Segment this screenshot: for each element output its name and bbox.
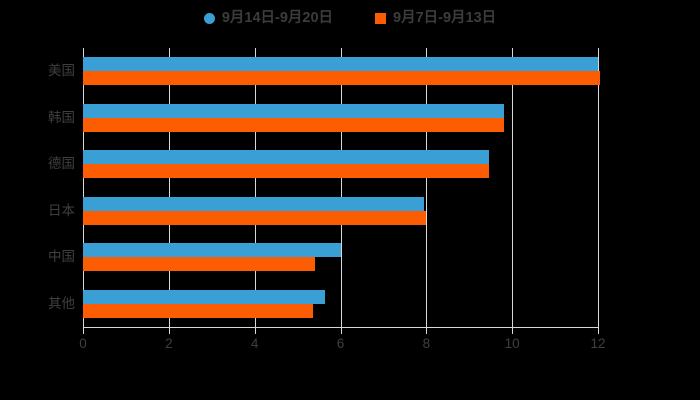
- x-axis-line: [83, 327, 599, 328]
- plot-area: [83, 48, 601, 327]
- x-axis-tick-label: 10: [504, 336, 520, 351]
- x-axis-tick-mark: [83, 328, 84, 334]
- x-axis-tick-label: 2: [165, 336, 173, 351]
- y-axis-label: 中国: [48, 249, 75, 265]
- legend-item-series-1[interactable]: 9月14日-9月20日: [203, 9, 334, 26]
- x-axis-tick-label: 8: [422, 336, 431, 351]
- gridline: [426, 48, 428, 327]
- gridline: [598, 48, 599, 327]
- gridline: [512, 48, 514, 327]
- bar[interactable]: [83, 103, 504, 118]
- x-axis-tick-mark: [168, 328, 170, 334]
- x-axis-tick-mark: [426, 328, 428, 334]
- x-axis-tick-mark: [598, 328, 599, 334]
- legend-circle-marker-icon: [203, 12, 215, 24]
- x-axis-tick-label: 6: [336, 336, 345, 351]
- bar[interactable]: [83, 289, 326, 304]
- y-axis-label: 德国: [48, 156, 75, 172]
- bar[interactable]: [83, 117, 504, 132]
- bar[interactable]: [83, 150, 489, 165]
- gridline: [83, 48, 84, 327]
- x-axis-tick-label: 4: [250, 336, 259, 351]
- gridline: [168, 48, 170, 327]
- y-axis-label: 美国: [48, 63, 75, 79]
- gridline: [254, 48, 256, 327]
- legend-item-series-2[interactable]: 9月7日-9月13日: [375, 11, 496, 26]
- bar[interactable]: [83, 71, 601, 86]
- bar[interactable]: [83, 196, 425, 211]
- bar[interactable]: [83, 164, 489, 179]
- bar[interactable]: [83, 303, 313, 318]
- gridline: [340, 48, 342, 327]
- bar[interactable]: [83, 57, 598, 72]
- legend-label-series-1: 9月14日-9月20日: [221, 9, 334, 26]
- legend-square-marker-icon: [375, 12, 387, 24]
- y-axis-label: 韩国: [48, 109, 75, 125]
- y-axis-label: 其他: [48, 295, 75, 311]
- x-axis-tick-label: 0: [79, 336, 87, 351]
- x-axis-tick-mark: [512, 328, 514, 334]
- bar[interactable]: [83, 210, 427, 225]
- bar[interactable]: [83, 257, 315, 272]
- x-axis-tick-mark: [340, 328, 342, 334]
- x-axis-tick-label: 12: [590, 336, 606, 351]
- x-axis-tick-mark: [254, 328, 256, 334]
- bar[interactable]: [83, 243, 341, 258]
- legend-label-series-2: 9月7日-9月13日: [393, 9, 497, 26]
- y-axis-label: 日本: [48, 202, 75, 218]
- chart-legend: 9月14日-9月20日 9月7日-9月13日: [0, 6, 700, 30]
